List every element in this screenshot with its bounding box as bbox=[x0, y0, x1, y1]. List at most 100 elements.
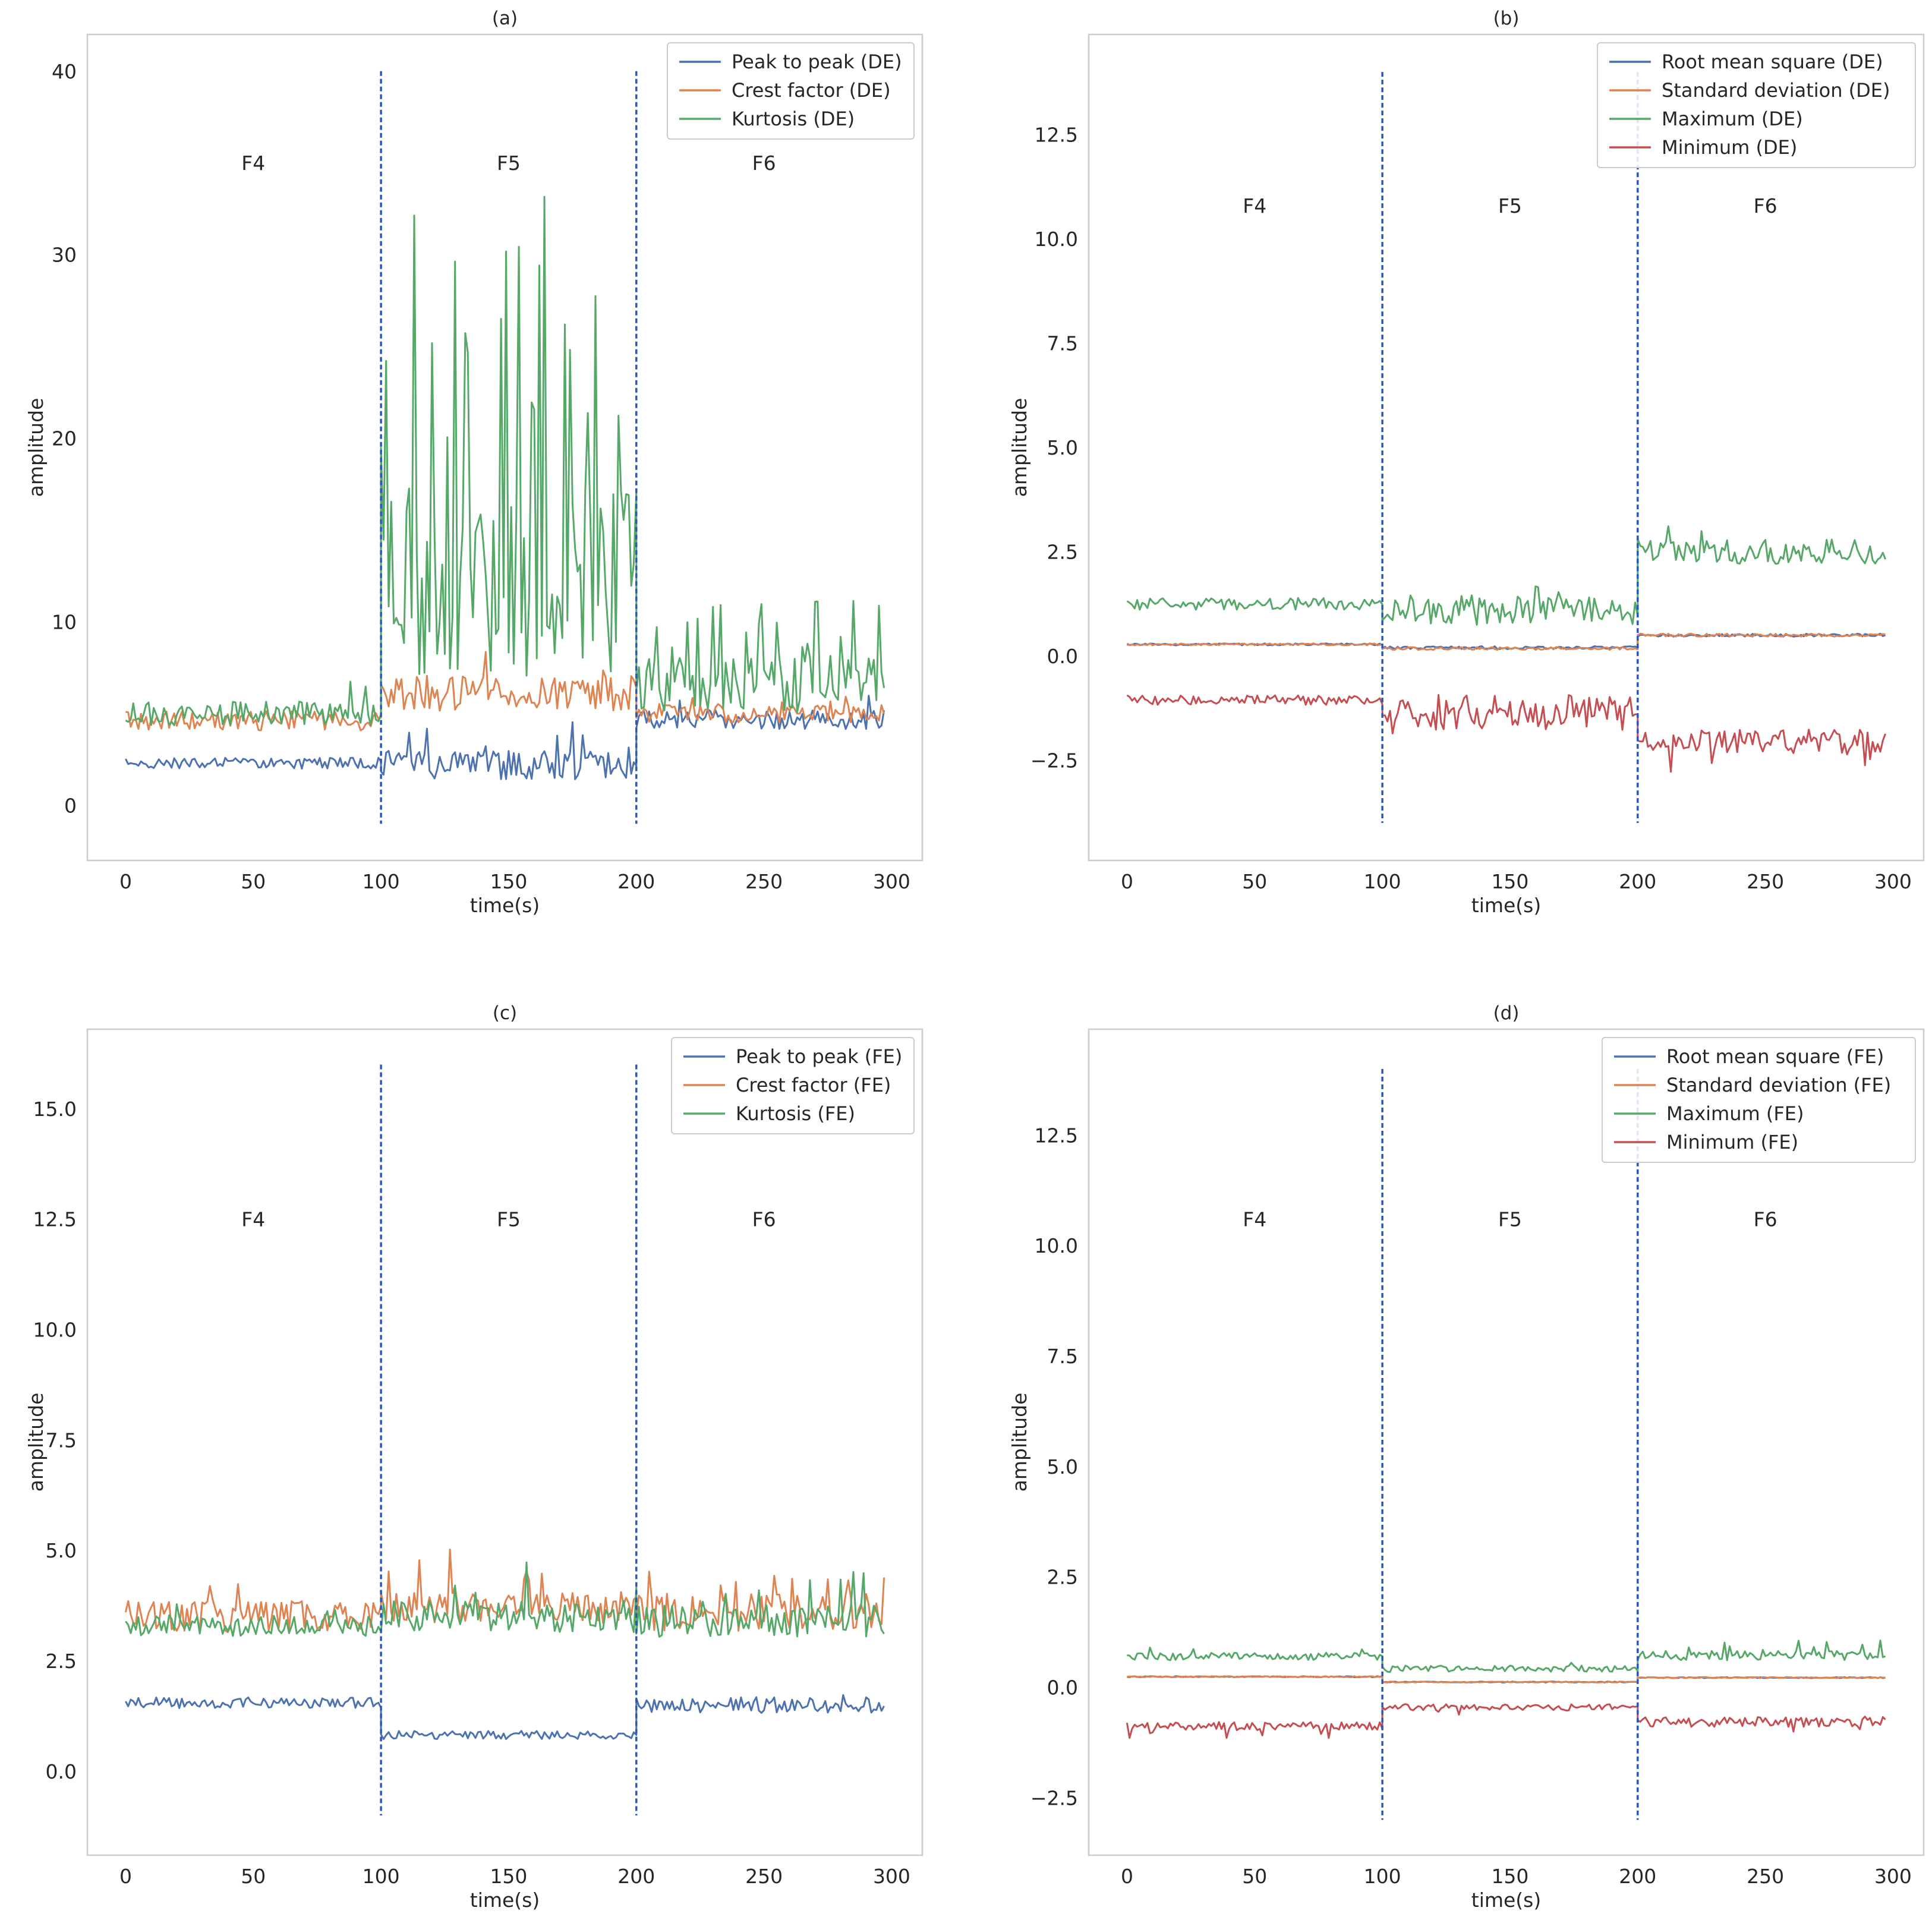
legend-box bbox=[1602, 1037, 1916, 1163]
y-tick-label: 12.5 bbox=[1035, 123, 1078, 146]
legend-label: Kurtosis (FE) bbox=[736, 1102, 855, 1125]
legend-label: Minimum (FE) bbox=[1666, 1131, 1798, 1153]
series-line bbox=[1126, 694, 1887, 773]
y-tick-label: 12.5 bbox=[1035, 1124, 1078, 1147]
y-tick-label: 20 bbox=[52, 427, 77, 450]
y-tick-label: 10 bbox=[52, 610, 77, 633]
x-tick-label: 50 bbox=[1242, 1865, 1267, 1888]
legend-box bbox=[671, 1037, 915, 1134]
x-tick-label: 0 bbox=[1121, 870, 1133, 893]
legend-label: Standard deviation (DE) bbox=[1662, 79, 1890, 102]
y-axis-label: amplitude bbox=[24, 1393, 48, 1492]
y-tick-label: 7.5 bbox=[1047, 1345, 1078, 1368]
series-line bbox=[1126, 1703, 1886, 1739]
legend-label: Crest factor (DE) bbox=[732, 79, 891, 102]
series-line bbox=[125, 695, 885, 780]
x-tick-label: 300 bbox=[1874, 870, 1912, 893]
series-group bbox=[125, 196, 885, 780]
x-tick-label: 0 bbox=[119, 1865, 132, 1888]
plot-area bbox=[1088, 33, 1925, 862]
x-tick-label: 200 bbox=[617, 870, 655, 893]
x-axis-label: time(s) bbox=[470, 894, 540, 917]
series-group bbox=[1126, 525, 1887, 773]
segment-label: F5 bbox=[1498, 194, 1522, 217]
y-tick-label: 15.0 bbox=[33, 1098, 77, 1121]
chart-title: (a) bbox=[492, 8, 518, 29]
x-axis-label: time(s) bbox=[1471, 894, 1542, 917]
legend-label: Peak to peak (FE) bbox=[736, 1045, 902, 1068]
x-tick-label: 100 bbox=[1364, 1865, 1401, 1888]
legend: Root mean square (DE) Standard deviation … bbox=[1597, 42, 1916, 168]
series-line bbox=[125, 1694, 885, 1741]
legend-label: Minimum (DE) bbox=[1662, 136, 1797, 159]
plot-area bbox=[1088, 1028, 1925, 1856]
x-tick-label: 150 bbox=[1491, 870, 1528, 893]
segment-label: F6 bbox=[1754, 194, 1777, 217]
y-tick-label: 10.0 bbox=[1035, 228, 1078, 251]
x-tick-label: 150 bbox=[490, 1865, 527, 1888]
chart-title: (c) bbox=[493, 1002, 517, 1024]
y-tick-label: 7.5 bbox=[46, 1429, 77, 1452]
segment-label: F6 bbox=[752, 152, 776, 175]
series-line bbox=[124, 1549, 885, 1634]
y-tick-label: 7.5 bbox=[1047, 332, 1078, 355]
legend-label: Kurtosis (DE) bbox=[732, 108, 855, 130]
segment-label: F4 bbox=[241, 152, 265, 175]
x-tick-label: 250 bbox=[1747, 870, 1784, 893]
segment-label: F5 bbox=[497, 152, 521, 175]
y-tick-label: 2.5 bbox=[1047, 1566, 1078, 1589]
x-tick-label: 100 bbox=[363, 1865, 400, 1888]
y-axis-label: amplitude bbox=[1008, 1393, 1031, 1492]
y-tick-label: 40 bbox=[52, 60, 77, 83]
series-line bbox=[1126, 525, 1886, 626]
chart-panel: (b) 0 50 100 150 200 250 300 −2.5 0.0 2.5 5.0 7.5 10.… bbox=[1008, 8, 1925, 917]
y-tick-label: 5.0 bbox=[1047, 436, 1078, 459]
y-tick-label: 0.0 bbox=[1047, 1676, 1078, 1700]
legend-box bbox=[667, 42, 915, 140]
x-tick-label: 0 bbox=[119, 870, 132, 893]
y-axis-label: amplitude bbox=[1008, 398, 1031, 497]
x-tick-label: 0 bbox=[1121, 1865, 1133, 1888]
segment-label: F4 bbox=[241, 1208, 265, 1231]
legend-label: Crest factor (FE) bbox=[736, 1074, 891, 1096]
legend: Root mean square (FE) Standard deviation … bbox=[1602, 1037, 1916, 1163]
y-tick-label: 2.5 bbox=[1047, 541, 1078, 564]
x-axis-label: time(s) bbox=[1471, 1888, 1542, 1912]
x-tick-label: 100 bbox=[1364, 870, 1401, 893]
legend-label: Maximum (FE) bbox=[1666, 1102, 1804, 1125]
segment-label: F4 bbox=[1243, 1208, 1266, 1231]
legend-label: Root mean square (DE) bbox=[1662, 51, 1883, 73]
legend-label: Root mean square (FE) bbox=[1666, 1045, 1884, 1068]
segment-label: F5 bbox=[1498, 1208, 1522, 1231]
x-tick-label: 300 bbox=[1874, 1865, 1912, 1888]
x-tick-label: 200 bbox=[1619, 1865, 1656, 1888]
chart-panel: (d) 0 50 100 150 200 250 300 −2.5 0.0 2.5 5.0 7.5 10.… bbox=[1008, 1002, 1925, 1912]
segment-label: F6 bbox=[1754, 1208, 1777, 1231]
x-tick-label: 50 bbox=[241, 870, 266, 893]
x-tick-label: 250 bbox=[745, 870, 783, 893]
x-tick-label: 300 bbox=[873, 1865, 910, 1888]
series-line bbox=[125, 196, 885, 726]
y-tick-label: −2.5 bbox=[1030, 749, 1078, 773]
legend: Peak to peak (FE) Crest factor (FE) Kurtos… bbox=[671, 1037, 915, 1134]
x-tick-label: 150 bbox=[490, 870, 527, 893]
legend-label: Peak to peak (DE) bbox=[732, 51, 902, 73]
y-tick-label: 5.0 bbox=[46, 1539, 77, 1562]
y-tick-label: 0.0 bbox=[46, 1760, 77, 1783]
plot-area bbox=[86, 1028, 924, 1856]
y-tick-label: 30 bbox=[52, 244, 77, 267]
series-line bbox=[125, 651, 885, 732]
segment-label: F6 bbox=[752, 1208, 776, 1231]
y-tick-label: −2.5 bbox=[1030, 1786, 1078, 1809]
x-tick-label: 250 bbox=[745, 1865, 783, 1888]
x-tick-label: 150 bbox=[1491, 1865, 1528, 1888]
legend-label: Standard deviation (FE) bbox=[1666, 1074, 1891, 1096]
series-line bbox=[1127, 1675, 1886, 1683]
y-tick-label: 5.0 bbox=[1047, 1455, 1078, 1478]
x-tick-label: 100 bbox=[363, 870, 400, 893]
x-tick-label: 300 bbox=[873, 870, 910, 893]
x-tick-label: 200 bbox=[1619, 870, 1656, 893]
series-group bbox=[124, 1549, 885, 1741]
y-tick-label: 10.0 bbox=[1035, 1234, 1078, 1257]
